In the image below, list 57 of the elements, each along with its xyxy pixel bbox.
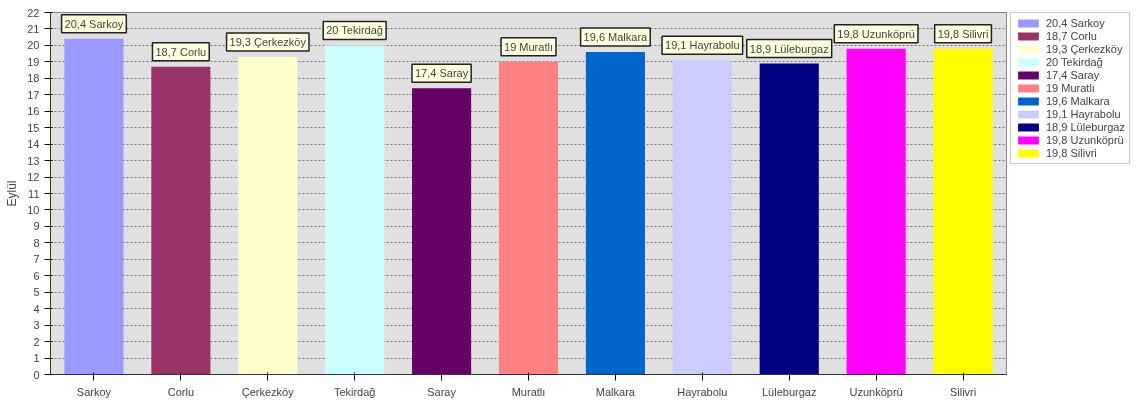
- y-tick-label: 12: [27, 171, 40, 184]
- legend-label: 19,8 Uzunköprü: [1046, 134, 1124, 146]
- data-label: 17,4 Saray: [414, 67, 469, 80]
- x-tick-label: Uzunköprü: [849, 385, 903, 398]
- y-tick-label: 11: [28, 187, 40, 200]
- x-tick-label: Malkara: [595, 385, 636, 398]
- y-tick-label: 7: [33, 253, 40, 266]
- y-tick-label: 14: [27, 138, 40, 151]
- x-tick-label: Tekirdağ: [333, 385, 376, 398]
- x-tick-label: Lüleburgaz: [762, 385, 817, 398]
- x-tick-label: Saray: [427, 385, 457, 398]
- y-tick-label: 8: [33, 236, 40, 249]
- y-tick-label: 3: [33, 319, 40, 332]
- y-tick-label: 20: [27, 39, 40, 52]
- y-tick-label: 2: [33, 335, 40, 348]
- legend-label: 19,3 Çerkezköy: [1046, 43, 1123, 55]
- y-tick-label: 10: [27, 203, 40, 216]
- data-label: 20,4 Sarkoy: [64, 17, 124, 30]
- y-tick-label: 9: [33, 220, 40, 233]
- y-axis-title: Eylül: [5, 180, 20, 207]
- legend-label: 19 Muratlı: [1046, 82, 1095, 94]
- y-tick-label: 6: [33, 269, 40, 282]
- y-tick-label: 13: [27, 154, 40, 167]
- x-tick-label: Hayrabolu: [677, 385, 728, 398]
- data-label: 19,6 Malkara: [583, 30, 649, 43]
- y-tick-label: 22: [27, 6, 40, 19]
- data-label: 19 Muratlı: [504, 40, 553, 53]
- legend-label: 17,4 Saray: [1046, 69, 1100, 81]
- y-tick-label: 5: [33, 286, 40, 299]
- data-label: 19,8 Uzunköprü: [837, 27, 915, 40]
- legend-label: 19,8 Silivri: [1046, 147, 1097, 159]
- legend-label: 19,6 Malkara: [1046, 95, 1110, 107]
- data-label: 19,1 Hayrabolu: [665, 39, 740, 52]
- data-label: 20 Tekirdağ: [326, 24, 383, 37]
- y-tick-label: 16: [27, 105, 40, 118]
- legend-label: 20 Tekirdağ: [1046, 56, 1103, 68]
- x-tick-label: Muratlı: [511, 385, 546, 398]
- x-tick-label: Sarkoy: [76, 385, 112, 398]
- x-tick-label: Çerkezköy: [241, 385, 295, 398]
- y-tick-label: 1: [33, 352, 40, 365]
- x-tick-label: Corlu: [167, 385, 195, 398]
- y-tick-label: 15: [27, 121, 40, 134]
- data-label: 18,7 Corlu: [155, 45, 207, 58]
- data-label: 19,3 Çerkezköy: [229, 35, 307, 48]
- x-tick-label: Silivri: [949, 385, 977, 398]
- data-label: 18,9 Lüleburgaz: [749, 42, 829, 55]
- y-tick-label: 19: [27, 55, 40, 68]
- y-tick-label: 4: [33, 302, 40, 315]
- legend-label: 18,7 Corlu: [1046, 30, 1097, 42]
- y-tick-label: 0: [33, 368, 40, 381]
- y-tick-label: 17: [27, 88, 40, 101]
- y-tick-label: 21: [27, 22, 40, 35]
- data-label: 19,8 Silivri: [937, 27, 989, 40]
- legend-label: 18,9 Lüleburgaz: [1046, 121, 1125, 133]
- legend-label: 20,4 Sarkoy: [1046, 17, 1105, 29]
- legend-label: 19,1 Hayrabolu: [1046, 108, 1121, 120]
- y-tick-label: 18: [27, 72, 40, 85]
